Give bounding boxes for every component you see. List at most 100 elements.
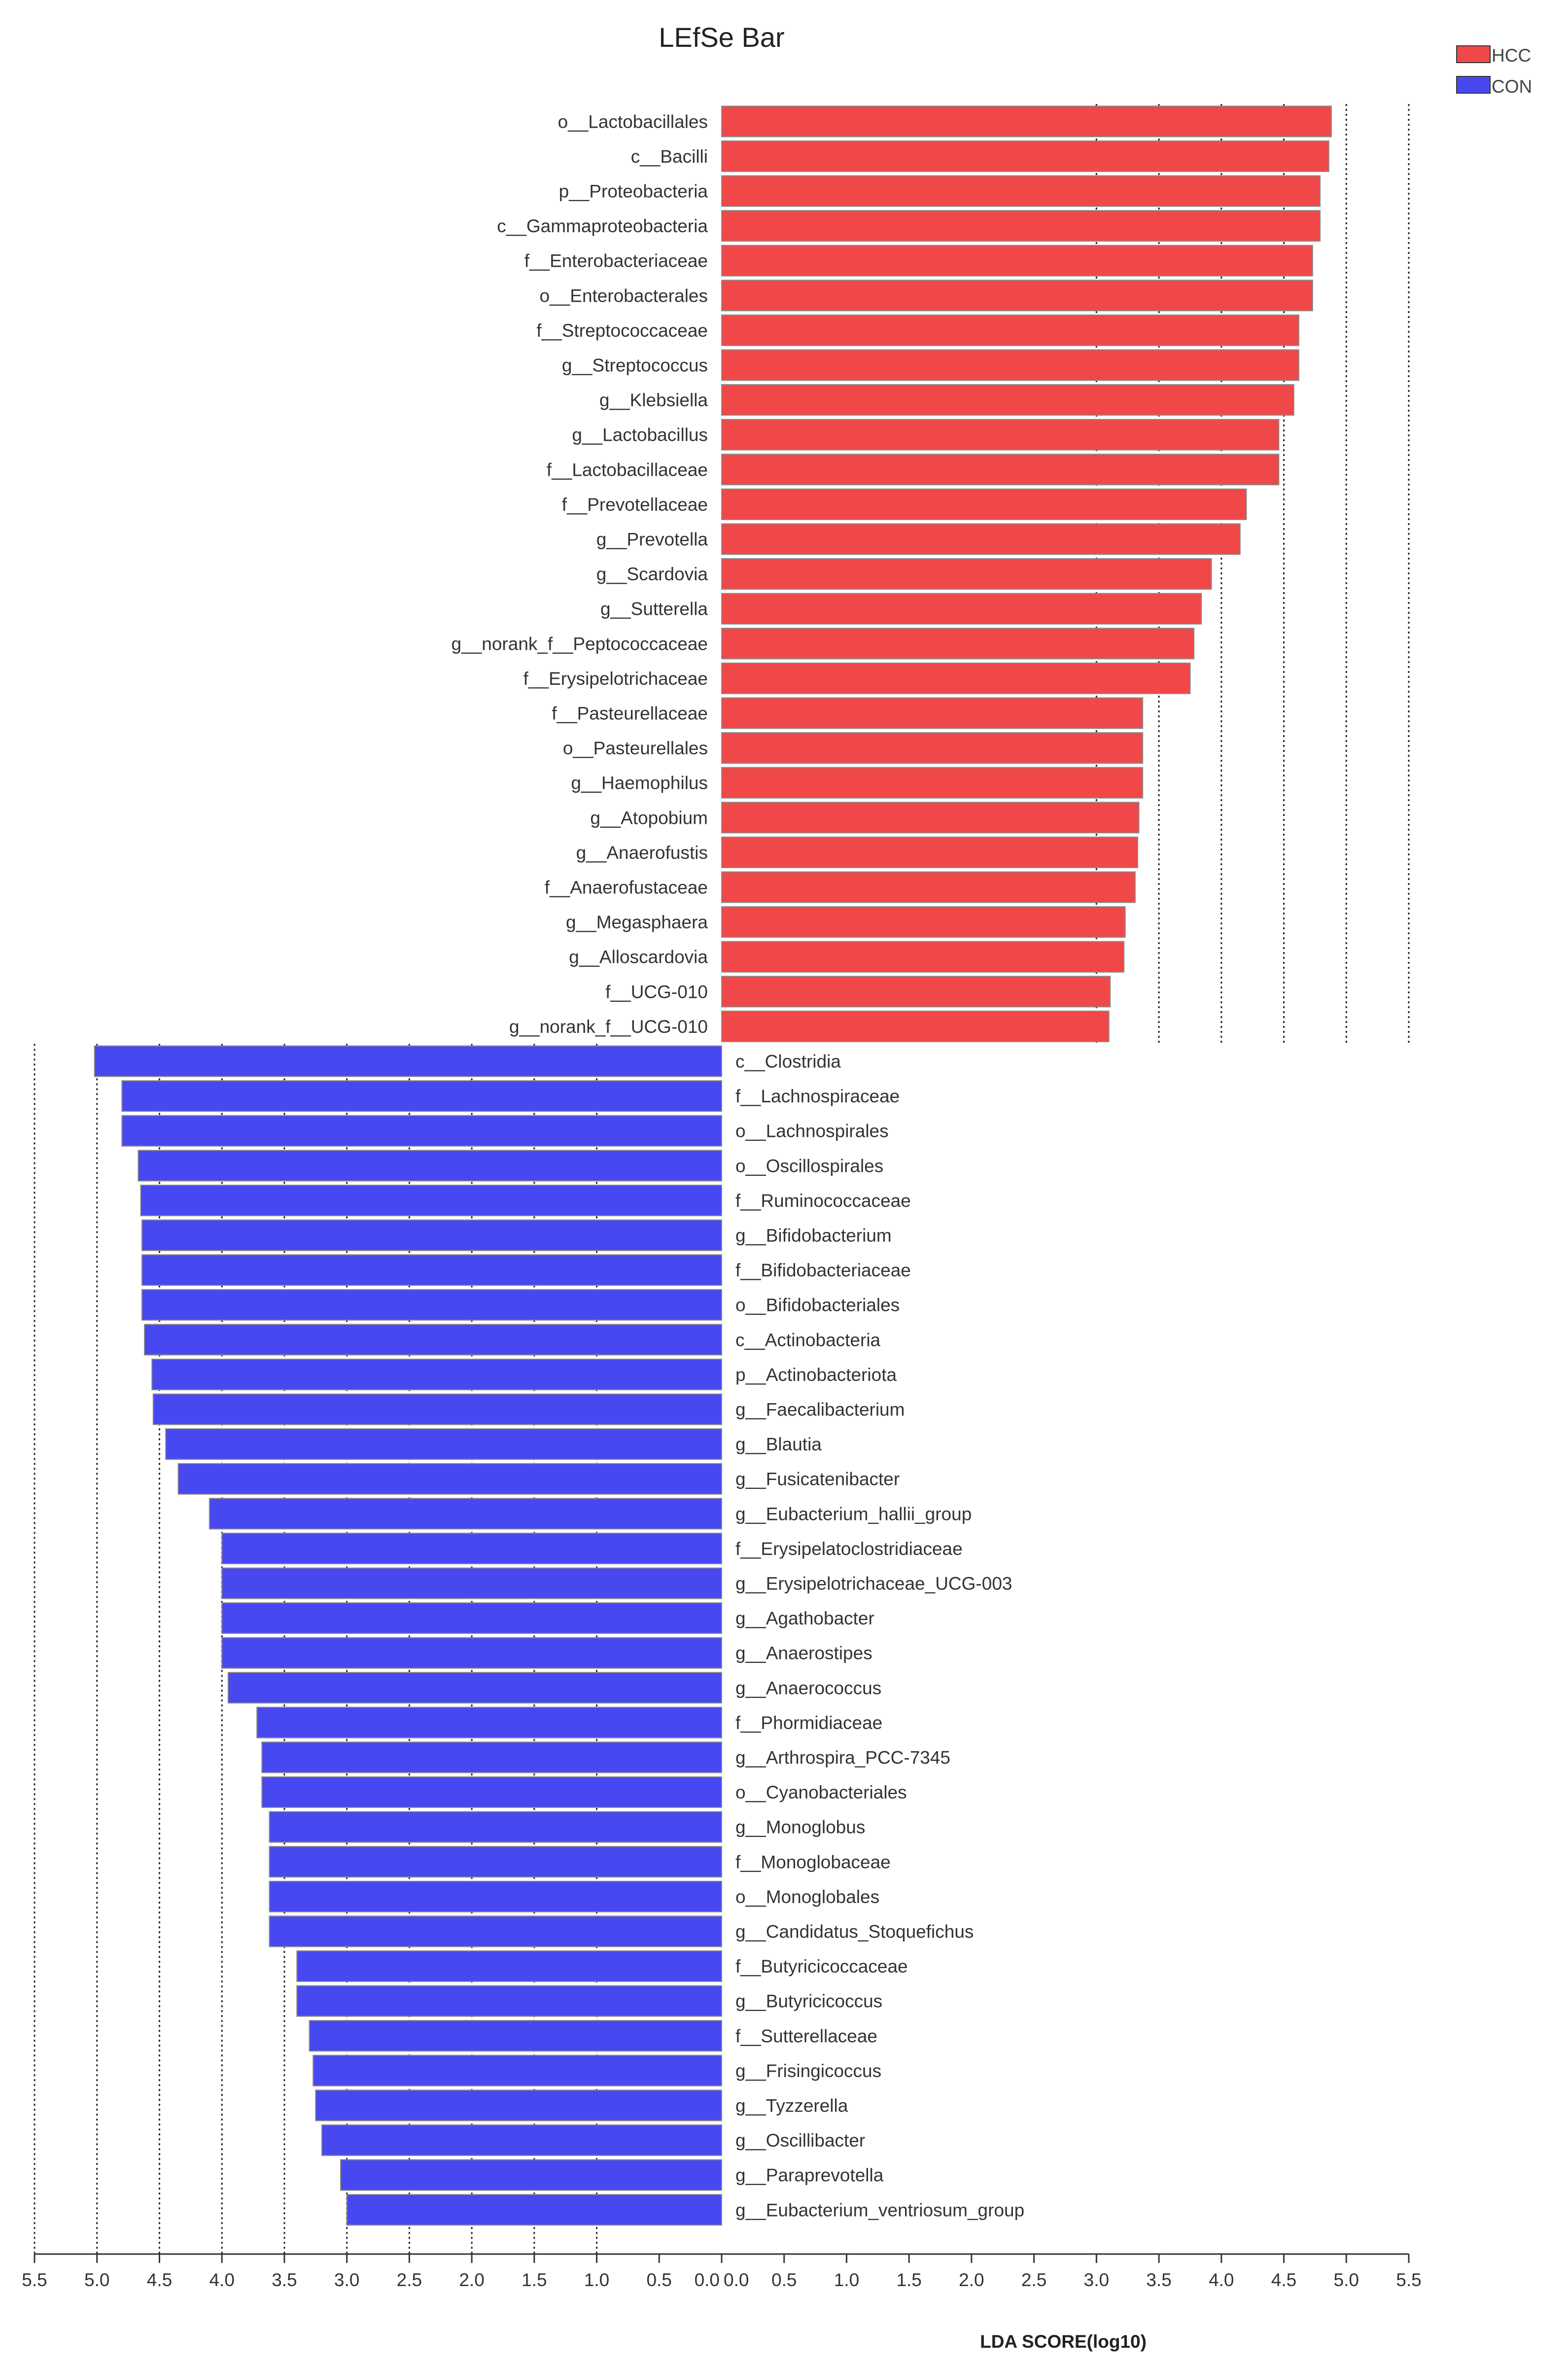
category-label: f__Butyricicoccaceae [735,1956,908,1976]
category-label: p__Actinobacteriota [735,1365,897,1385]
bar-con [321,2124,722,2156]
x-tick-label: 4.0 [1209,2270,1234,2290]
category-label: c__Gammaproteobacteria [497,216,708,236]
bar-con [221,1637,722,1669]
category-label: f__Streptococcaceae [536,320,708,341]
category-label: g__Paraprevotella [735,2165,884,2186]
bar-hcc [721,628,1195,660]
category-label: g__Eubacterium_ventriosum_group [735,2200,1024,2220]
bar-con [296,1950,722,1982]
bar-hcc [721,732,1144,764]
x-tick-label: 1.0 [584,2270,609,2290]
category-label: g__Erysipelotrichaceae_UCG-003 [735,1574,1012,1594]
x-tick-label: 2.0 [459,2270,484,2290]
category-label: f__Monoglobaceae [735,1852,891,1872]
x-tick-label: 3.5 [272,2270,297,2290]
bar-con [296,1985,722,2017]
category-label: f__Sutterellaceae [735,2026,877,2046]
category-label: g__Atopobium [590,808,708,828]
category-label: f__Erysipelotrichaceae [523,669,708,689]
bar-con [221,1602,722,1634]
bar-con [152,1393,722,1425]
category-label: c__Actinobacteria [735,1330,881,1350]
bars [94,106,1332,2226]
category-label: g__norank_f__Peptococcaceae [452,634,708,654]
bar-con [221,1567,722,1599]
category-label: g__Tyzzerella [735,2096,848,2116]
category-label: f__Lactobacillaceae [547,459,708,480]
category-label: f__Pasteurellaceae [552,704,708,724]
bar-con [315,2089,722,2121]
x-tick-label: 2.0 [959,2270,984,2290]
bar-hcc [721,871,1136,903]
bar-con [256,1706,722,1738]
bar-hcc [721,802,1140,834]
x-tick-label: 0.0 [695,2270,720,2290]
bar-hcc [721,175,1321,207]
category-label: g__Alloscardovia [569,947,708,967]
bar-con [309,2020,722,2052]
bar-con [269,1811,722,1843]
bar-hcc [721,314,1299,346]
x-tick-label: 5.5 [1396,2270,1421,2290]
bar-hcc [721,488,1247,520]
category-label: g__Fusicatenibacter [735,1469,900,1489]
category-label: g__Agathobacter [735,1608,874,1628]
bar-hcc [721,523,1241,555]
bar-con [121,1080,723,1112]
category-label: g__Monoglobus [735,1817,865,1837]
x-tick-label: 3.0 [334,2270,359,2290]
bar-con [141,1254,723,1286]
category-label: o__Bifidobacteriales [735,1295,900,1315]
category-label: g__Prevotella [596,529,708,550]
category-label: c__Clostridia [735,1052,841,1072]
bar-hcc [721,558,1212,590]
bar-hcc [721,140,1329,172]
x-tick-label: 5.0 [1334,2270,1359,2290]
bar-hcc [721,210,1321,242]
bar-con [346,2194,722,2226]
bar-hcc [721,906,1126,938]
x-tick-label: 0.5 [771,2270,797,2290]
category-label: f__Erysipelatoclostridiaceae [735,1539,963,1559]
category-label: f__UCG-010 [605,982,708,1002]
legend-swatch-hcc [1456,45,1491,63]
category-label: o__Pasteurellales [563,738,708,758]
bar-hcc [721,767,1144,799]
bar-hcc [721,662,1191,694]
x-tick-label: 0.5 [647,2270,672,2290]
bar-con [121,1115,723,1147]
x-tick-label: 5.5 [22,2270,47,2290]
category-label: g__Klebsiella [599,390,708,410]
bar-con [269,1846,722,1878]
bar-hcc [721,245,1313,277]
bar-hcc [721,697,1144,729]
bar-con [141,1219,723,1251]
category-label: p__Proteobacteria [559,181,708,202]
x-tick-label: 2.5 [1021,2270,1046,2290]
category-label: g__Megasphaera [566,912,708,932]
category-label: o__Oscillospirales [735,1156,883,1176]
bar-con [227,1672,722,1704]
legend-label-con: CON [1492,76,1532,97]
x-tick-label: 3.5 [1146,2270,1171,2290]
legend: HCC CON [1456,45,1532,97]
bar-con [313,2054,722,2086]
category-label: g__Faecalibacterium [735,1400,905,1420]
bar-hcc [721,106,1332,138]
x-tick-label: 0.0 [724,2270,749,2290]
bar-con [177,1463,722,1495]
bar-con [221,1532,722,1564]
x-tick-label: 1.0 [834,2270,859,2290]
category-label: o__Cyanobacteriales [735,1782,907,1802]
legend-swatch-con [1456,76,1491,94]
bar-con [261,1776,722,1808]
bar-hcc [721,454,1280,486]
bar-hcc [721,941,1125,973]
bar-con [269,1915,722,1947]
category-label: g__Haemophilus [571,773,708,793]
bar-hcc [721,593,1202,625]
category-label: f__Ruminococcaceae [735,1191,911,1211]
category-label: g__Bifidobacterium [735,1226,892,1246]
category-label: g__Candidatus_Stoquefichus [735,1922,974,1942]
